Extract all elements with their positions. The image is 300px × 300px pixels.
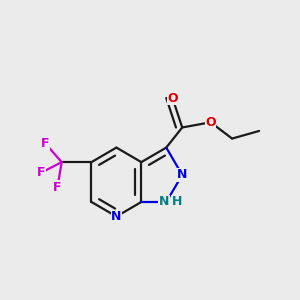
Text: N: N: [111, 210, 122, 223]
Text: N: N: [177, 168, 188, 182]
Text: O: O: [167, 92, 178, 104]
Text: N: N: [159, 196, 169, 208]
Text: F: F: [53, 181, 62, 194]
Text: O: O: [205, 116, 216, 129]
Text: F: F: [37, 166, 46, 179]
Text: F: F: [41, 136, 49, 150]
Text: H: H: [172, 196, 182, 208]
